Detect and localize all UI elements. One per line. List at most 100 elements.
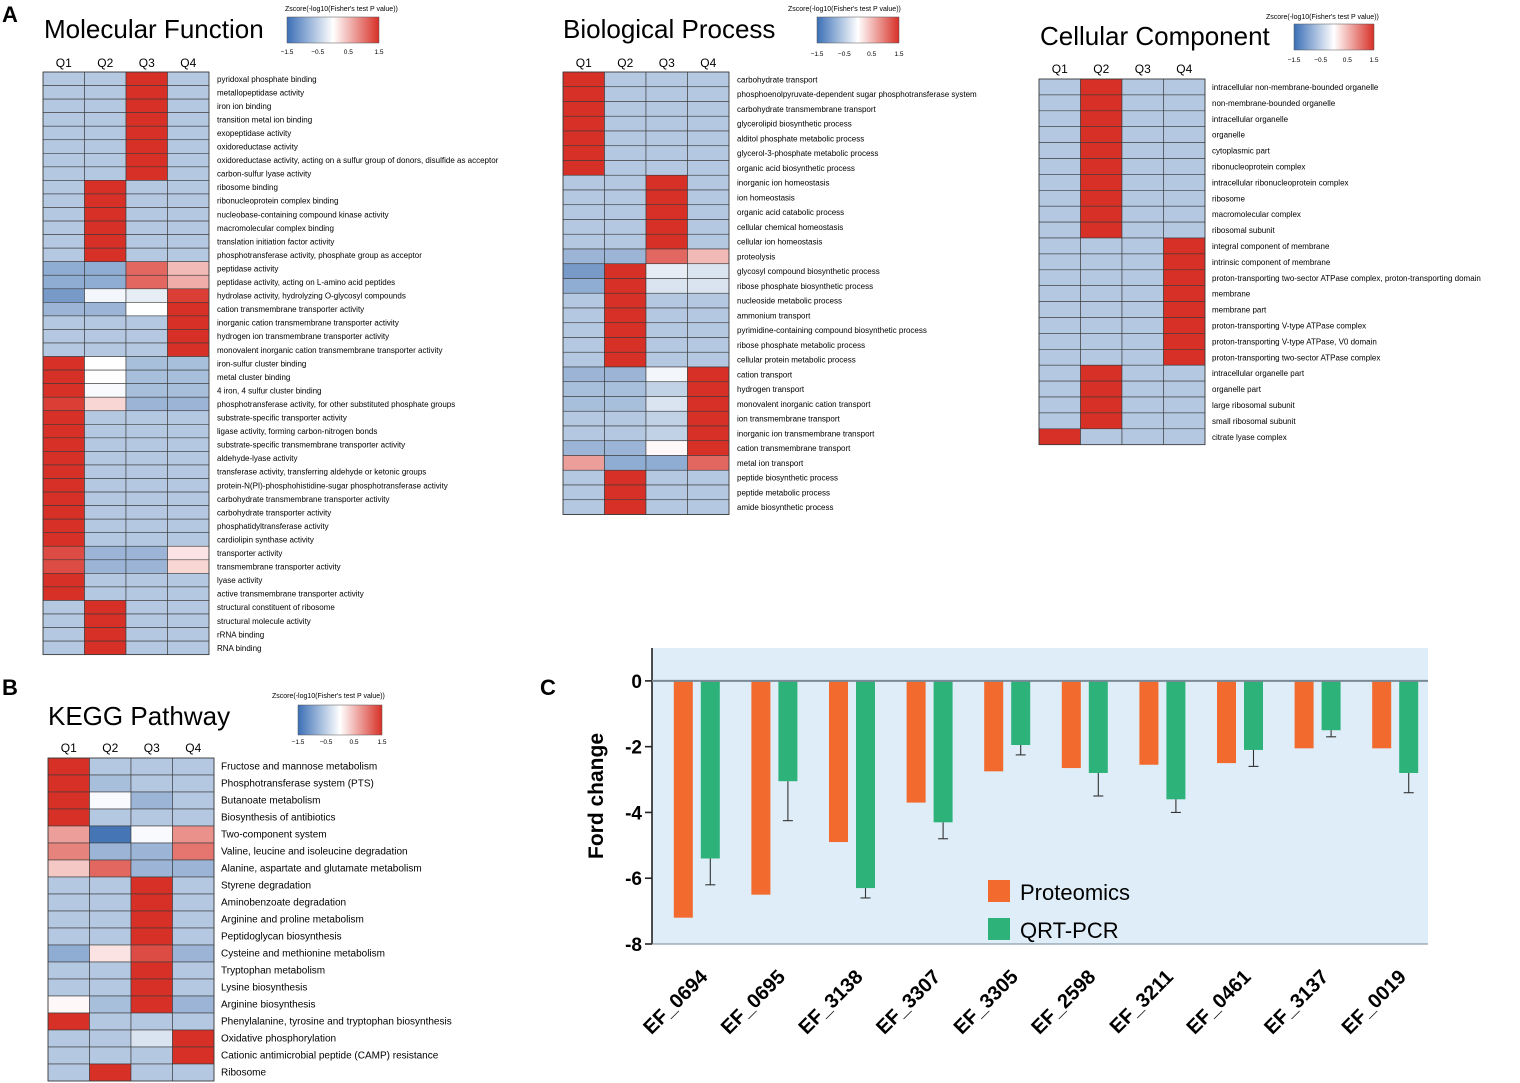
heatmap-cell	[42, 613, 85, 628]
heatmap-cell	[604, 86, 647, 102]
heatmap-cell	[167, 180, 210, 195]
heatmap-cell	[1038, 348, 1081, 366]
heatmap-cell	[687, 499, 730, 515]
heatmap-cell	[130, 791, 173, 810]
heatmap-cell	[687, 396, 730, 412]
heatmap-cell	[645, 322, 688, 338]
bar-proteomics-ef_2598	[1061, 680, 1081, 769]
heatmap-cell	[687, 101, 730, 117]
heatmap-cell	[42, 207, 85, 222]
column-label-q4: Q4	[700, 56, 716, 70]
heatmap-cell	[645, 307, 688, 324]
row-label: non-membrane-bounded organelle	[1212, 99, 1336, 108]
row-label: phosphotransferase activity, for other s…	[217, 400, 455, 409]
heatmap-cell	[47, 808, 90, 827]
row-label: cellular chemical homeostasis	[737, 223, 843, 232]
heatmap-cell	[687, 366, 730, 383]
column-label-q3: Q3	[1135, 62, 1151, 76]
heatmap-cell	[1163, 190, 1206, 207]
heatmap-cell	[1163, 110, 1206, 128]
heatmap-cell	[167, 125, 210, 141]
row-label: peptidase activity, acting on L-amino ac…	[217, 278, 395, 287]
heatmap-cell	[1121, 221, 1164, 239]
column-label-q1: Q1	[56, 56, 72, 70]
heatmap-cell	[1163, 237, 1206, 255]
heatmap-cell	[1163, 205, 1206, 223]
row-label: intracellular ribonucleoprotein complex	[1212, 178, 1349, 187]
heatmap-cell	[167, 451, 210, 466]
heatmap-cell	[687, 130, 730, 147]
heatmap-cell	[562, 292, 605, 309]
colorbar-tick: −1.5	[281, 49, 294, 56]
heatmap-cell	[172, 825, 215, 844]
heatmap-cell	[42, 112, 85, 127]
row-label: ribose phosphate biosynthetic process	[737, 282, 873, 291]
heatmap-cell	[604, 263, 647, 279]
heatmap-cell	[1121, 126, 1164, 143]
heatmap-cell	[84, 220, 127, 235]
heatmap-cell	[687, 484, 730, 501]
heatmap-cell	[42, 166, 85, 181]
heatmap-cell	[1163, 285, 1206, 302]
heatmap-cell	[84, 139, 127, 154]
heatmap-cell	[130, 978, 173, 997]
heatmap-cell	[130, 961, 173, 980]
row-label: rRNA binding	[217, 630, 264, 639]
heatmap-cell	[645, 337, 688, 353]
row-label: large ribosomal subunit	[1212, 401, 1295, 410]
row-label: ribose phosphate metabolic process	[737, 341, 865, 350]
column-label-q1: Q1	[61, 741, 77, 755]
y-axis-label: Ford change	[585, 733, 608, 859]
colorbar-tick: −0.5	[838, 51, 851, 58]
heatmap-cell	[562, 366, 605, 383]
heatmap-cell	[1163, 253, 1206, 271]
heatmap-cell	[1163, 221, 1206, 239]
heatmap-cell	[42, 288, 85, 303]
colorbar-tick: 1.5	[1369, 57, 1378, 64]
heatmap-cell	[125, 153, 168, 168]
heatmap-cell	[172, 808, 215, 827]
heatmap-cell	[172, 1012, 215, 1031]
heatmap-cell	[562, 101, 605, 117]
heatmap-cell	[1038, 333, 1081, 350]
row-label: peptidase activity	[217, 264, 278, 273]
heatmap-title: Biological Process	[563, 14, 775, 44]
row-label: monovalent inorganic cation transport	[737, 400, 871, 409]
column-label-q1: Q1	[576, 56, 592, 70]
bar-proteomics-ef_0461	[1217, 680, 1236, 764]
heatmap-cell	[167, 329, 210, 344]
column-label-q2: Q2	[97, 56, 113, 70]
heatmap-cell	[125, 640, 168, 655]
heatmap-cell	[125, 98, 168, 113]
heatmap-cell	[167, 491, 210, 506]
heatmap-cell	[645, 71, 688, 88]
heatmap-cell	[562, 410, 605, 427]
heatmap-cell	[1038, 126, 1081, 143]
heatmap-cell	[687, 248, 730, 265]
row-label: substrate-specific transporter activity	[217, 414, 347, 423]
heatmap-cell	[687, 219, 730, 235]
heatmap-cell	[1080, 158, 1123, 175]
heatmap-cell	[84, 545, 127, 561]
heatmap-cell	[167, 288, 210, 303]
row-label: carbohydrate transport	[737, 75, 818, 84]
row-label: proteolysis	[737, 252, 775, 261]
heatmap-cell	[167, 166, 210, 181]
column-label-q2: Q2	[102, 741, 118, 755]
row-label: Arginine biosynthesis	[221, 1000, 316, 1011]
heatmap-cell	[42, 247, 85, 262]
bar-qrt-pcr-ef_0694	[700, 680, 720, 859]
heatmap-cell	[84, 261, 127, 276]
heatmap-cell	[130, 1063, 173, 1082]
heatmap-cell	[42, 491, 85, 506]
heatmap-cell	[167, 518, 210, 534]
row-label: ion homeostasis	[737, 193, 795, 202]
heatmap-cell	[604, 115, 647, 132]
heatmap-border	[47, 757, 215, 1082]
heatmap-cell	[687, 337, 730, 353]
heatmap-cell	[167, 505, 210, 520]
heatmap-cell	[89, 1046, 132, 1065]
heatmap-cell	[562, 484, 605, 501]
colorbar-tick: 0.5	[867, 51, 876, 58]
heatmap-cell	[125, 220, 168, 235]
